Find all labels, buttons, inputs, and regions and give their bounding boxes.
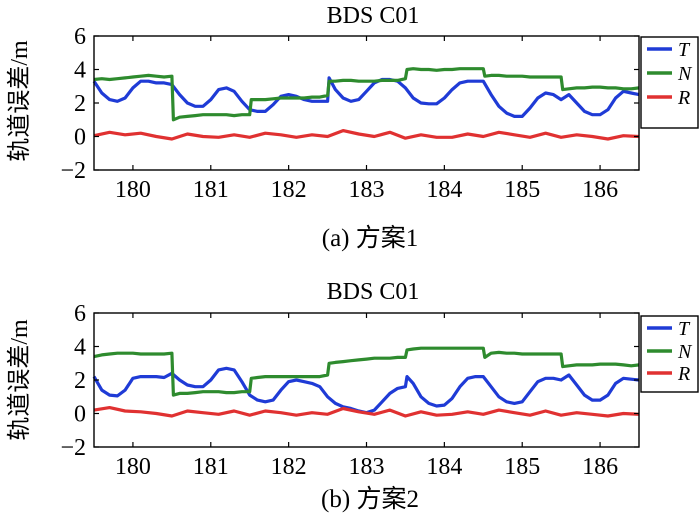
- panel-b-x-tick-label: 183: [349, 454, 385, 480]
- panel-a-x-tick-label: 180: [115, 177, 151, 203]
- panel-b-x-tick-label: 186: [582, 454, 618, 480]
- panel-b-legend-label-t: T: [678, 318, 691, 340]
- panel-b-x-tick-label: 182: [271, 454, 307, 480]
- panel-a-legend-label-t: T: [678, 39, 691, 61]
- panel-a-legend-box: [640, 36, 699, 129]
- panel-a-series-r-line: [93, 129, 640, 141]
- panel-b-title: BDS C01: [327, 279, 420, 305]
- panel-b-x-tick-label: 185: [504, 454, 540, 480]
- panel-b-y-axis-label: 轨道误差/m: [6, 319, 33, 441]
- panel-a-x-tick-label: 185: [504, 177, 540, 203]
- panel-a-legend-label-r: R: [677, 87, 690, 109]
- panel-a-y-axis-label: 轨道误差/m: [6, 40, 33, 162]
- panel-b: BDS C01 轨道误差/m 180 181 182 183 184 185 186 −2 0 2…: [6, 279, 699, 513]
- panel-a-ticks-layer: 180 181 182 183 184 185 186 −2 0 2 4 6: [60, 24, 639, 203]
- panel-a-y-tick-label: 4: [74, 58, 86, 84]
- panel-b-legend: T N R: [640, 315, 699, 393]
- panel-b-y-tick-label: −2: [60, 435, 86, 461]
- panel-a-x-tick-label: 183: [349, 177, 385, 203]
- panel-a-y-tick-label: 2: [74, 91, 86, 117]
- panel-a-y-tick-label: 6: [74, 24, 86, 50]
- panel-b-series-t-line: [92, 366, 640, 415]
- panel-a-title: BDS C01: [327, 3, 420, 29]
- panel-a-series-t-line: [92, 76, 640, 119]
- panel-a-x-tick-label: 186: [582, 177, 618, 203]
- panel-b-series-n-line: [93, 346, 640, 397]
- panel-a-y-tick-label: −2: [60, 158, 86, 184]
- panel-a: BDS C01 轨道误差/m 180 181 182 183 184 185 186 −2 0 2…: [6, 3, 699, 252]
- panel-b-legend-label-n: N: [677, 341, 693, 363]
- panel-a-series-n-line: [93, 67, 640, 122]
- panel-a-x-tick-label: 184: [426, 177, 462, 203]
- panel-a-x-tick-label: 182: [271, 177, 307, 203]
- panel-a-caption: (a) 方案1: [322, 224, 419, 252]
- panel-a-series-layer: [92, 67, 640, 141]
- panel-b-x-tick-label: 184: [426, 454, 462, 480]
- panel-a-y-tick-label: 0: [74, 125, 86, 151]
- panel-a-x-tick-label: 181: [193, 177, 229, 203]
- panel-b-y-tick-label: 4: [74, 335, 86, 361]
- panel-a-legend: T N R: [640, 36, 699, 129]
- panel-a-legend-label-n: N: [677, 63, 693, 85]
- panel-b-caption: (b) 方案2: [321, 485, 419, 513]
- panel-b-legend-label-r: R: [677, 363, 690, 385]
- panel-b-series-r-line: [93, 406, 640, 418]
- panel-b-x-tick-label: 181: [193, 454, 229, 480]
- panel-b-y-tick-label: 0: [74, 402, 86, 428]
- panel-b-ticks-layer: 180 181 182 183 184 185 186 −2 0 2 4 6: [60, 301, 639, 480]
- panel-a-plot-frame: [93, 35, 640, 171]
- panel-b-series-layer: [92, 346, 640, 418]
- panel-b-x-tick-label: 180: [115, 454, 151, 480]
- panel-b-y-tick-label: 2: [74, 368, 86, 394]
- panel-b-y-tick-label: 6: [74, 301, 86, 327]
